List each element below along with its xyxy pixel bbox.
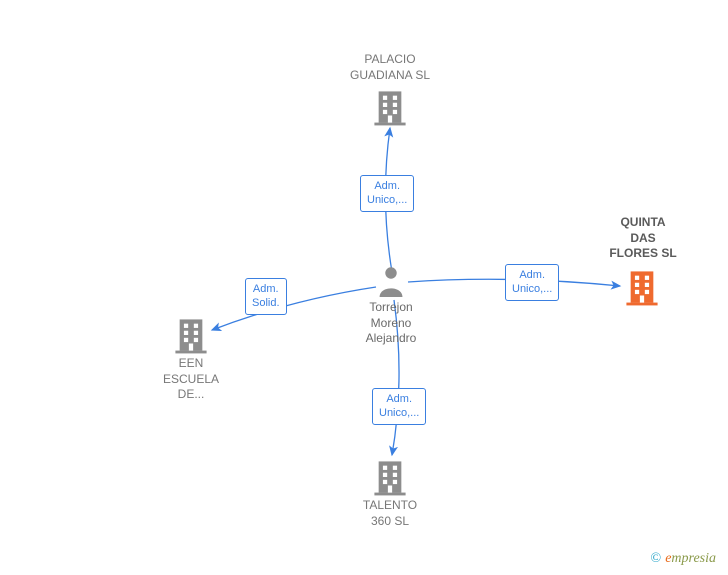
- copyright-symbol: ©: [651, 551, 662, 566]
- edge-label-right: Adm. Unico,...: [505, 264, 559, 301]
- node-left-label: EEN ESCUELA DE...: [156, 356, 226, 403]
- building-icon: [174, 316, 208, 354]
- edge-to-left: [212, 287, 376, 330]
- building-icon: [373, 458, 407, 496]
- watermark: ©empresia: [651, 551, 716, 567]
- diagram-edges: [0, 0, 728, 575]
- node-right-label: QUINTA DAS FLORES SL: [600, 215, 686, 262]
- center-label: Torrejon Moreno Alejandro: [355, 300, 427, 347]
- node-top-label: PALACIO GUADIANA SL: [335, 52, 445, 83]
- edge-label-bottom: Adm. Unico,...: [372, 388, 426, 425]
- edge-label-left: Adm. Solid.: [245, 278, 287, 315]
- building-icon: [625, 268, 659, 306]
- person-icon: [377, 265, 405, 297]
- building-icon: [373, 88, 407, 126]
- node-bottom-label: TALENTO 360 SL: [353, 498, 427, 529]
- edge-label-top: Adm. Unico,...: [360, 175, 414, 212]
- watermark-rest: mpresia: [671, 551, 716, 566]
